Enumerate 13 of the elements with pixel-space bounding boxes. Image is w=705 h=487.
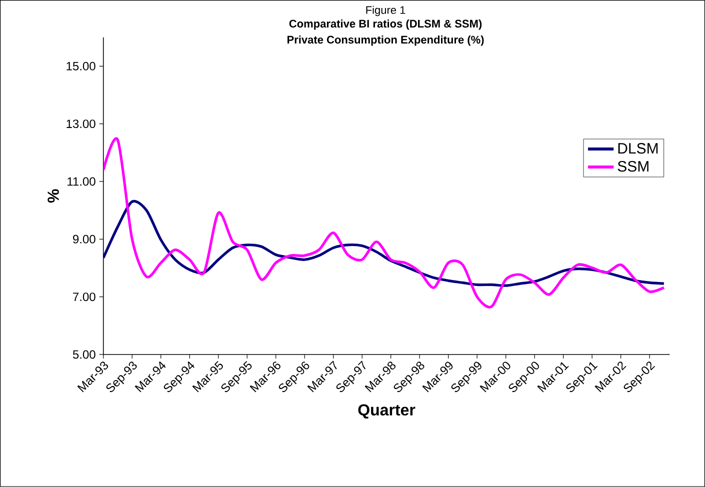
y-tick-label: 7.00 bbox=[73, 292, 96, 302]
y-tick-label: 9.00 bbox=[73, 234, 96, 244]
line-series bbox=[103, 138, 666, 308]
chart-subtitle: Comparative BI ratios (DLSM & SSM) Private Consumption Expenditure (%) bbox=[288, 20, 484, 46]
chart-title: Figure 1 bbox=[366, 6, 406, 16]
y-axis-title: % bbox=[48, 189, 59, 203]
legend-label: SSM bbox=[618, 161, 648, 172]
x-axis-title: Quarter bbox=[358, 404, 416, 419]
y-tick-label: 5.00 bbox=[72, 350, 96, 359]
legend-label: DLSM bbox=[618, 143, 658, 154]
y-tick-label: 15.00 bbox=[66, 62, 96, 70]
y-tick-label: 11.00 bbox=[68, 177, 96, 186]
y-tick-label: 13.00 bbox=[66, 120, 96, 128]
